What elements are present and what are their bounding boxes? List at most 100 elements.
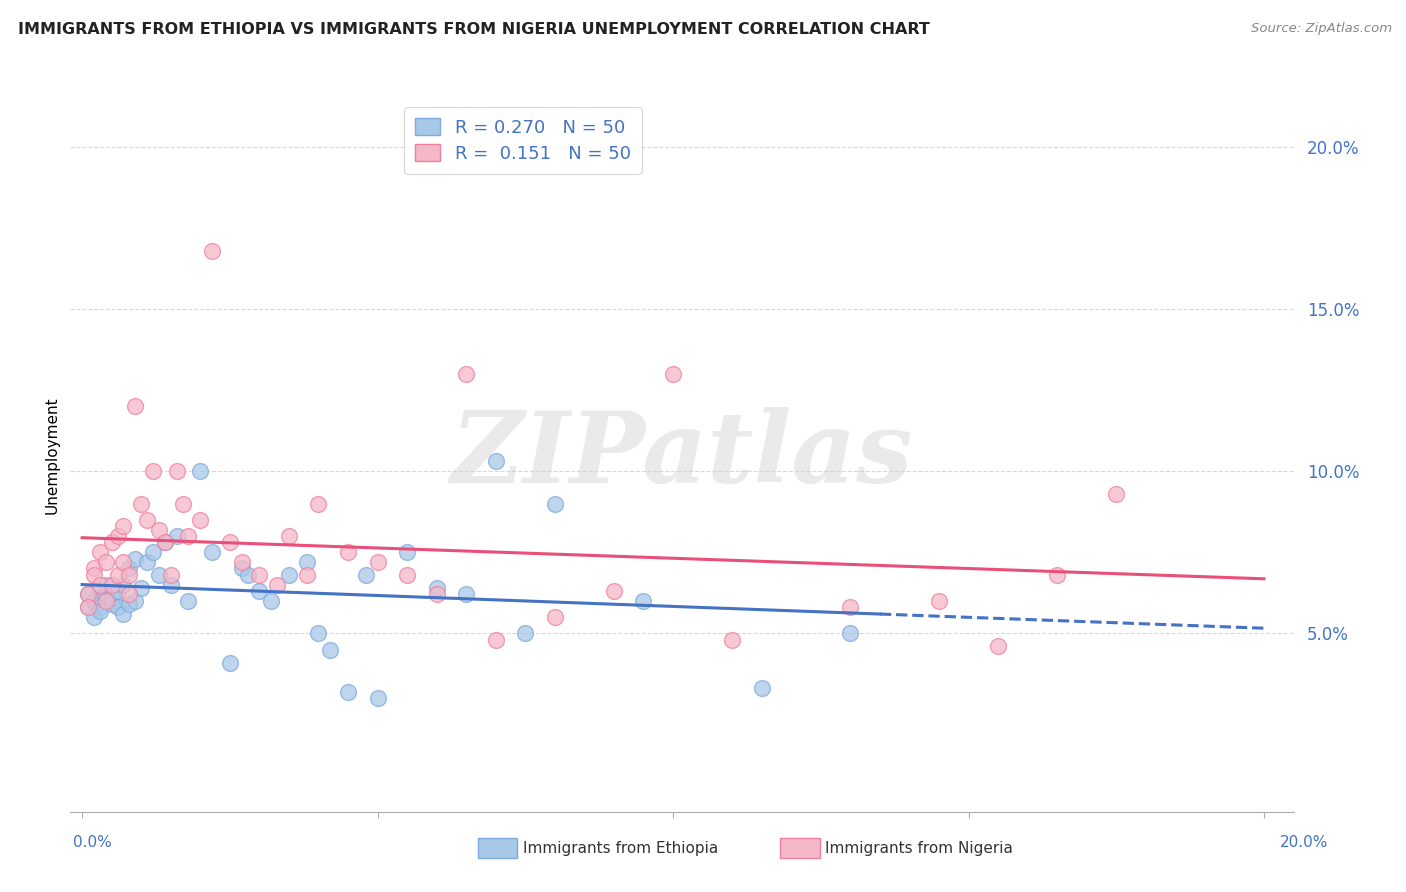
Point [89, 600, 111, 615]
Point [94, 577, 117, 591]
Point [247, 568, 270, 582]
Point [751, 681, 773, 696]
Point [231, 555, 253, 569]
Point [662, 367, 685, 381]
Point [1046, 568, 1069, 582]
Text: IMMIGRANTS FROM ETHIOPIA VS IMMIGRANTS FROM NIGERIA UNEMPLOYMENT CORRELATION CHA: IMMIGRANTS FROM ETHIOPIA VS IMMIGRANTS F… [18, 22, 931, 37]
Point [231, 561, 253, 575]
Point [266, 577, 288, 591]
Point [396, 568, 419, 582]
Point [177, 594, 200, 608]
Point [118, 597, 141, 611]
Point [107, 600, 129, 615]
Point [83, 594, 105, 608]
Point [721, 632, 744, 647]
Point [118, 561, 141, 575]
Point [337, 684, 360, 698]
Point [107, 568, 129, 582]
Point [129, 581, 152, 595]
Point [236, 568, 259, 582]
Point [987, 640, 1010, 654]
Text: 20.0%: 20.0% [1281, 836, 1329, 850]
Point [354, 568, 377, 582]
Point [77, 587, 100, 601]
Point [308, 497, 330, 511]
Point [247, 584, 270, 599]
Point [100, 535, 122, 549]
Text: Immigrants from Ethiopia: Immigrants from Ethiopia [523, 841, 718, 855]
Point [107, 529, 129, 543]
Point [337, 545, 360, 559]
Point [129, 497, 152, 511]
Y-axis label: Unemployment: Unemployment [44, 396, 59, 514]
Point [94, 587, 117, 601]
Point [89, 584, 111, 599]
Point [89, 604, 111, 618]
Point [83, 610, 105, 624]
Point [396, 545, 419, 559]
Text: 0.0%: 0.0% [73, 836, 112, 850]
Point [118, 587, 141, 601]
Point [142, 464, 165, 478]
Text: Immigrants from Nigeria: Immigrants from Nigeria [825, 841, 1014, 855]
Point [218, 535, 240, 549]
Point [839, 626, 862, 640]
Point [153, 535, 176, 549]
Point [367, 555, 389, 569]
Point [112, 607, 135, 621]
Point [295, 555, 318, 569]
Point [159, 568, 181, 582]
Point [77, 587, 100, 601]
Point [112, 519, 135, 533]
Point [456, 587, 478, 601]
Text: ZIPatlas: ZIPatlas [451, 407, 912, 503]
Point [153, 535, 176, 549]
Point [142, 545, 165, 559]
Point [218, 656, 240, 670]
Point [188, 464, 211, 478]
Point [319, 642, 342, 657]
Point [77, 600, 100, 615]
Point [928, 594, 950, 608]
Point [112, 577, 135, 591]
Point [456, 367, 478, 381]
Point [308, 626, 330, 640]
Point [426, 581, 449, 595]
Point [124, 551, 146, 566]
Point [112, 555, 135, 569]
Point [136, 513, 159, 527]
Point [1105, 487, 1128, 501]
Point [148, 568, 170, 582]
Point [485, 632, 508, 647]
Point [94, 594, 117, 608]
Point [485, 454, 508, 468]
Point [515, 626, 537, 640]
Point [544, 497, 567, 511]
Point [100, 597, 122, 611]
Legend: R = 0.270   N = 50, R =  0.151   N = 50: R = 0.270 N = 50, R = 0.151 N = 50 [404, 107, 641, 174]
Point [278, 568, 301, 582]
Point [136, 555, 159, 569]
Point [77, 600, 100, 615]
Point [100, 591, 122, 605]
Point [107, 584, 129, 599]
Point [201, 244, 224, 258]
Point [83, 561, 105, 575]
Point [124, 399, 146, 413]
Point [159, 577, 181, 591]
Point [603, 584, 626, 599]
Point [100, 577, 122, 591]
Point [633, 594, 655, 608]
Point [260, 594, 283, 608]
Point [278, 529, 301, 543]
Point [188, 513, 211, 527]
Point [166, 529, 188, 543]
Point [201, 545, 224, 559]
Point [166, 464, 188, 478]
Point [94, 555, 117, 569]
Point [172, 497, 194, 511]
Point [148, 523, 170, 537]
Point [124, 594, 146, 608]
Point [426, 587, 449, 601]
Text: Source: ZipAtlas.com: Source: ZipAtlas.com [1251, 22, 1392, 36]
